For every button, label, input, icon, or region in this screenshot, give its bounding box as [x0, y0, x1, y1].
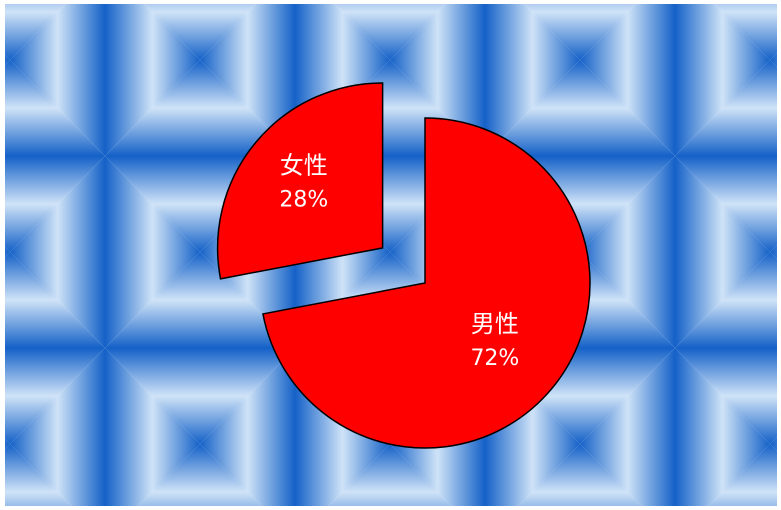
pie-chart: 男性 72% 女性 28% — [5, 4, 777, 506]
slice-percent-label: 28% — [279, 188, 328, 213]
slice-percent-label: 72% — [470, 346, 519, 371]
pie-slice-2 — [216, 82, 384, 280]
slice-category-label: 女性 — [280, 152, 328, 180]
slice-category-label: 男性 — [471, 310, 519, 338]
pie-slice-1 — [262, 117, 591, 449]
chart-area: 男性 72% 女性 28% — [5, 4, 777, 506]
